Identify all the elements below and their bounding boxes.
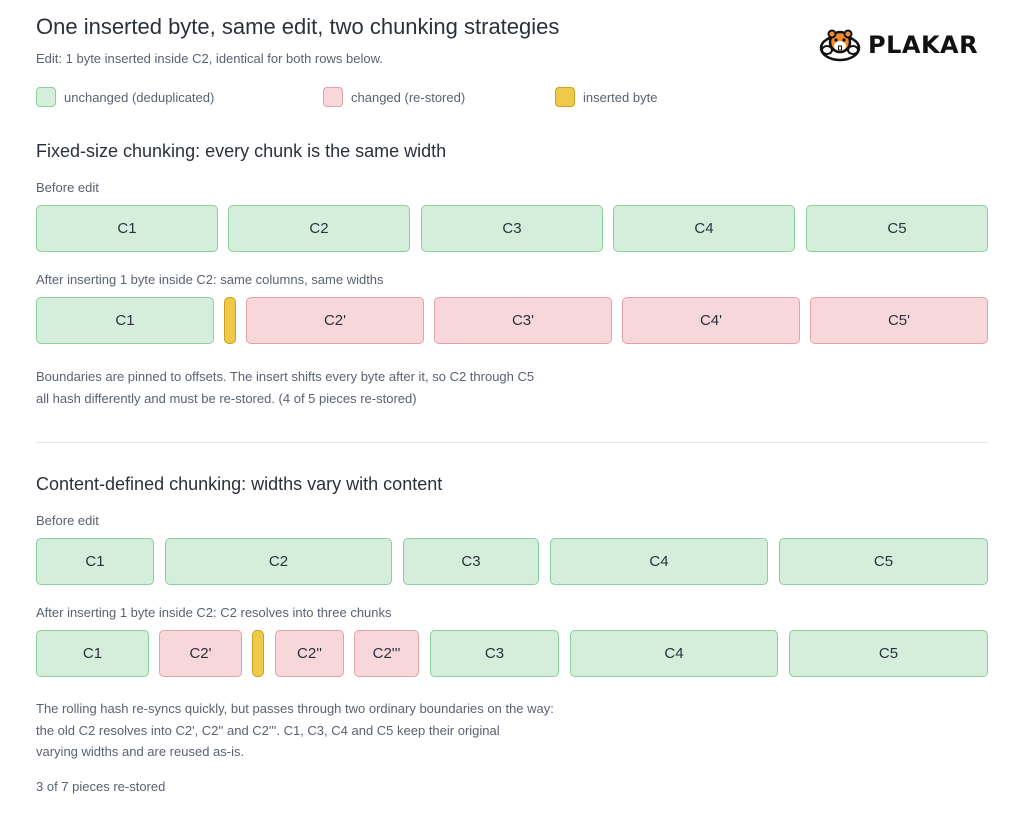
chunk-unchanged: C4	[550, 538, 768, 585]
legend-inserted: inserted byte	[555, 87, 657, 107]
page-subtitle: Edit: 1 byte inserted inside C2, identic…	[36, 51, 383, 66]
fixed-section-title: Fixed-size chunking: every chunk is the …	[36, 141, 447, 161]
legend-label-inserted: inserted byte	[583, 89, 658, 105]
chunk-unchanged: C5	[779, 538, 988, 585]
chunk-changed: C5'	[810, 297, 988, 344]
legend-label-unchanged: unchanged (deduplicated)	[64, 89, 215, 105]
inserted-byte	[252, 630, 264, 677]
chunk-changed: C3'	[434, 297, 612, 344]
cdc-before-label: Before edit	[36, 513, 99, 528]
chunk-unchanged: C4	[570, 630, 778, 677]
chunk-unchanged: C1	[36, 538, 154, 585]
fixed-note-line: all hash differently and must be re-stor…	[36, 390, 417, 406]
legend-swatch-unchanged	[36, 87, 56, 107]
chunk-unchanged: C2	[228, 205, 410, 252]
cdc-note: The rolling hash re-syncs quickly, but p…	[36, 698, 554, 763]
fixed-before-label: Before edit	[36, 180, 99, 195]
chunk-unchanged: C1	[36, 630, 149, 677]
legend-label-changed: changed (re-stored)	[351, 89, 466, 105]
chunk-unchanged: C2	[165, 538, 392, 585]
chunk-changed: C2'	[246, 297, 424, 344]
hamster-icon	[819, 29, 861, 62]
chunk-changed: C4'	[622, 297, 800, 344]
legend-changed: changed (re-stored)	[323, 87, 465, 107]
chunk-unchanged: C3	[430, 630, 559, 677]
chunk-changed: C2'''	[354, 630, 419, 677]
fixed-note-line: Boundaries are pinned to offsets. The in…	[36, 369, 535, 384]
legend-unchanged: unchanged (deduplicated)	[36, 87, 214, 107]
chunk-changed: C2''	[275, 630, 344, 677]
cdc-note-line: the old C2 resolves into C2', C2'' and C…	[36, 722, 500, 738]
logo-text: PLAKAR	[868, 31, 979, 59]
cdc-note-line: The rolling hash re-syncs quickly, but p…	[36, 701, 554, 716]
cdc-summary: 3 of 7 pieces re-stored	[36, 779, 166, 794]
legend-swatch-inserted	[555, 87, 575, 107]
cdc-note-line: varying widths and are reused as-is.	[36, 744, 245, 759]
chunk-unchanged: C5	[789, 630, 988, 677]
section-divider	[36, 442, 988, 443]
legend-swatch-changed	[323, 87, 343, 107]
cdc-after-label: After inserting 1 byte inside C2: C2 res…	[36, 605, 392, 620]
chunk-unchanged: C3	[403, 538, 539, 585]
chunk-unchanged: C4	[613, 205, 795, 252]
fixed-after-label: After inserting 1 byte inside C2: same c…	[36, 272, 384, 287]
chunk-unchanged: C1	[36, 297, 214, 344]
plakar-logo: PLAKAR	[818, 28, 978, 62]
inserted-byte	[224, 297, 236, 344]
chunk-changed: C2'	[159, 630, 242, 677]
chunk-unchanged: C1	[36, 205, 218, 252]
chunk-unchanged: C3	[421, 205, 603, 252]
page-title: One inserted byte, same edit, two chunki…	[36, 14, 560, 39]
chunk-unchanged: C5	[806, 205, 988, 252]
fixed-note: Boundaries are pinned to offsets. The in…	[36, 366, 534, 409]
cdc-section-title: Content-defined chunking: widths vary wi…	[36, 474, 443, 494]
